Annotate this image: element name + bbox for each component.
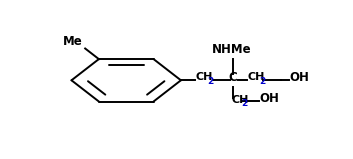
- Text: 2: 2: [241, 99, 247, 108]
- Text: 2: 2: [207, 77, 213, 86]
- Text: CH: CH: [196, 72, 213, 82]
- Text: OH: OH: [289, 71, 309, 84]
- Text: NHMe: NHMe: [212, 43, 251, 56]
- Text: CH: CH: [232, 95, 249, 105]
- Text: CH: CH: [248, 72, 265, 82]
- Text: Me: Me: [63, 35, 83, 48]
- Text: C: C: [228, 71, 237, 84]
- Text: OH: OH: [260, 92, 280, 105]
- Text: 2: 2: [259, 77, 265, 86]
